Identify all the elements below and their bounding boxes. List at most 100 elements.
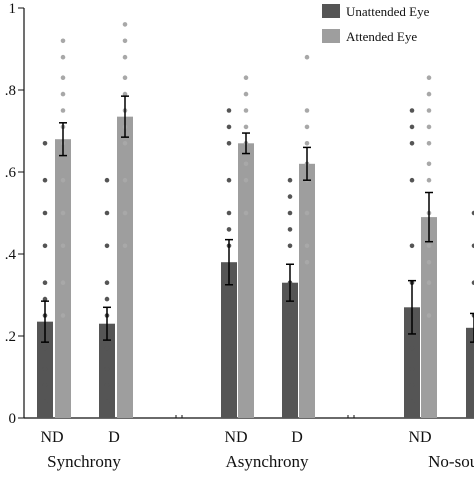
data-point	[122, 22, 128, 27]
data-point	[471, 210, 474, 216]
data-point	[60, 75, 66, 80]
data-point	[287, 329, 293, 335]
condition-label: ND	[40, 429, 63, 446]
legend-label: Unattended Eye	[346, 4, 430, 19]
y-tick-label: 1	[9, 1, 17, 17]
data-point	[42, 177, 48, 183]
data-point	[426, 280, 432, 286]
data-point	[287, 243, 293, 249]
condition-label: ND	[224, 429, 247, 446]
data-point	[226, 177, 232, 183]
data-point	[426, 75, 432, 80]
data-point	[243, 91, 249, 97]
data-point	[409, 399, 415, 404]
data-point	[287, 210, 293, 216]
data-point	[104, 366, 110, 372]
data-point	[287, 194, 293, 199]
data-point	[60, 280, 66, 286]
data-point	[471, 399, 474, 404]
data-point	[60, 243, 66, 249]
data-point	[426, 161, 432, 167]
data-point	[243, 210, 249, 216]
data-point	[471, 366, 474, 372]
data-point	[60, 313, 66, 318]
legend-label: Attended Eye	[346, 29, 417, 44]
condition-label: ND	[408, 429, 431, 446]
bar-attended	[117, 116, 133, 419]
data-point	[104, 280, 110, 286]
data-point	[60, 38, 66, 44]
data-point	[409, 366, 415, 372]
data-point	[226, 296, 232, 302]
data-point	[42, 141, 48, 146]
group-label: Synchrony	[47, 452, 121, 471]
data-point	[122, 75, 128, 80]
data-point	[60, 108, 66, 113]
data-point	[287, 382, 293, 388]
condition-label: D	[108, 429, 120, 446]
data-point	[426, 108, 432, 113]
legend-swatch	[322, 29, 340, 43]
data-point	[409, 382, 415, 388]
data-point	[42, 399, 48, 404]
bar-attended	[55, 139, 71, 418]
data-point	[304, 54, 310, 60]
data-point	[471, 382, 474, 388]
data-point	[226, 227, 232, 232]
data-point	[42, 280, 48, 286]
data-point	[42, 210, 48, 216]
data-point	[426, 243, 432, 249]
data-point	[226, 124, 232, 130]
data-point	[122, 91, 128, 97]
data-point	[243, 75, 249, 80]
bar-unattended	[466, 327, 474, 418]
data-point	[122, 243, 128, 249]
data-point	[426, 141, 432, 146]
data-point	[287, 227, 293, 232]
data-point	[287, 366, 293, 372]
data-point	[104, 243, 110, 249]
data-point	[226, 329, 232, 335]
bar-unattended	[404, 307, 420, 418]
data-point	[104, 382, 110, 388]
group-label: No-sour	[428, 452, 474, 471]
data-point	[42, 346, 48, 351]
y-tick-label: .2	[5, 329, 16, 345]
data-point	[243, 124, 249, 130]
data-point	[226, 141, 232, 146]
data-point	[471, 243, 474, 249]
data-point	[409, 243, 415, 249]
data-point	[104, 296, 110, 302]
data-point	[471, 280, 474, 285]
data-point	[304, 124, 310, 130]
y-tick-label: 0	[9, 411, 17, 427]
y-tick-label: .4	[5, 247, 17, 263]
data-point	[426, 313, 432, 318]
data-point	[426, 91, 432, 97]
data-point	[42, 243, 48, 249]
data-point	[42, 382, 48, 388]
data-point	[226, 366, 232, 372]
data-point	[409, 108, 415, 113]
data-point	[226, 210, 232, 216]
data-point	[42, 366, 48, 372]
group-label: Asynchrony	[225, 452, 309, 471]
data-point	[409, 141, 415, 146]
data-point	[60, 177, 66, 183]
data-point	[304, 259, 310, 265]
data-point	[409, 177, 415, 183]
data-point	[122, 38, 128, 44]
data-point	[243, 161, 249, 167]
data-point	[426, 177, 432, 183]
data-point	[122, 141, 128, 146]
data-point	[409, 124, 415, 130]
data-point	[226, 346, 232, 351]
data-point	[122, 54, 128, 60]
condition-label: D	[291, 429, 303, 446]
data-point	[304, 108, 310, 113]
data-point	[304, 210, 310, 216]
bar-attended	[238, 143, 254, 419]
data-point	[426, 124, 432, 130]
data-point	[42, 296, 48, 302]
